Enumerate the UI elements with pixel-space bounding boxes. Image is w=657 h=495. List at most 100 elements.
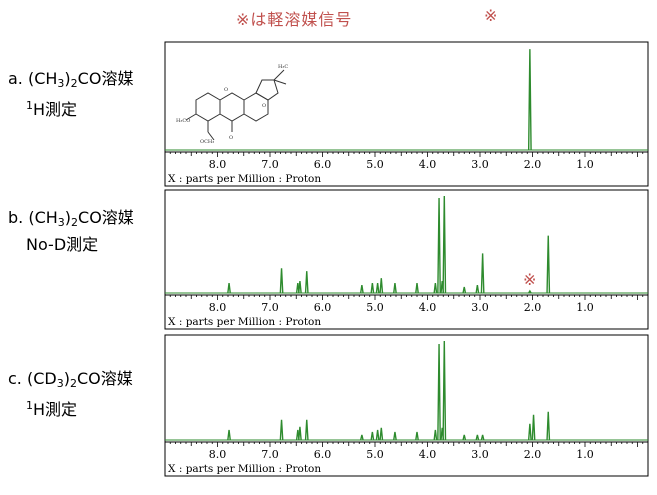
peak-b-18 [528, 289, 532, 294]
tick-label-b-0: 8.0 [209, 301, 227, 314]
label-c-line2: H測定 [33, 400, 78, 419]
solvent-note: ※は軽溶媒信号 [236, 10, 353, 29]
peak-b-16 [475, 284, 480, 294]
label-b-mid: ) [64, 208, 72, 227]
peak-b-7 [375, 283, 380, 294]
tick-label-a-5: 3.0 [471, 158, 489, 171]
spectrum-panel-a: 8.0 7.0 6.0 5.0 4.0 3.0 2.0 1.0 X : parts per Mi… [164, 41, 649, 187]
peak-c-20 [546, 411, 551, 441]
peak-b-8 [379, 278, 384, 294]
label-a-suffix: CO溶媒 [77, 69, 134, 88]
peak-c-14 [442, 341, 447, 441]
molecule-structure-icon [185, 69, 287, 141]
label-b: b. (CH3)2CO溶媒 No-D測定 [8, 207, 134, 256]
label-a-sub: 3 [57, 77, 65, 90]
peak-c-1 [279, 419, 284, 441]
tick-label-a-1: 7.0 [261, 158, 279, 171]
label-b-suffix: CO溶媒 [78, 208, 134, 227]
molecule-atom-labels: H₃CO OCH₃ O O O H₃C [176, 64, 288, 145]
spectrum-panel-b: 8.0 7.0 6.0 5.0 4.0 3.0 2.0 1.0 X : parts per Mi… [164, 189, 649, 330]
peak-b-9 [393, 283, 397, 294]
tick-label-c-0: 8.0 [209, 448, 227, 461]
peak-b-12 [437, 197, 441, 294]
peak-c-16 [475, 434, 480, 441]
solvent-marker-a: ※ [484, 6, 498, 25]
peak-b-17 [480, 253, 485, 294]
tick-label-c-1: 7.0 [261, 448, 279, 461]
label-a-sup: 1 [26, 99, 33, 112]
tick-label-a-4: 4.0 [419, 158, 437, 171]
tick-label-a-6: 2.0 [524, 158, 542, 171]
label-a-prefix: a. (CH [8, 69, 58, 88]
peak-b-5 [359, 284, 364, 294]
tick-label-b-6: 2.0 [524, 301, 542, 314]
spectrum-panel-c: 8.0 7.0 6.0 5.0 4.0 3.0 2.0 1.0 X : parts per Mi… [164, 334, 649, 477]
atom-label-o-1: O [229, 135, 233, 141]
peak-c-19 [531, 414, 536, 441]
peak-b-15 [462, 286, 467, 294]
tick-label-b-3: 5.0 [366, 301, 384, 314]
peak-c-7 [375, 429, 380, 441]
panel-frame-a [164, 41, 649, 187]
tick-label-b-2: 6.0 [314, 301, 332, 314]
tick-label-b-5: 3.0 [471, 301, 489, 314]
peak-b-6 [370, 283, 375, 294]
x-axis-caption-c: X : parts per Million : Proton [168, 463, 321, 475]
peak-c-12 [437, 344, 441, 441]
label-b-line2: No-D測定 [26, 235, 99, 254]
peak-c-4 [304, 419, 309, 441]
peak-b-10 [415, 283, 419, 294]
peak-b-11 [433, 283, 438, 294]
label-c: c. (CD3)2CO溶媒 1H測定 [8, 368, 133, 421]
atom-label-h3co-1: H₃CO [176, 118, 190, 124]
label-c-prefix: c. (CD [8, 369, 57, 388]
peak-c-11 [433, 429, 438, 441]
label-a-mid: ) [64, 69, 71, 88]
atom-label-och3-2: OCH₃ [200, 139, 214, 145]
peak-c-5 [359, 434, 364, 441]
peak-c-18 [527, 423, 532, 441]
peak-c-10 [415, 431, 419, 441]
peak-b-0 [227, 283, 231, 294]
tick-label-b-1: 7.0 [261, 301, 279, 314]
label-c-suffix: CO溶媒 [76, 369, 133, 388]
tick-label-c-5: 3.0 [471, 448, 489, 461]
label-c-sup: 1 [26, 399, 33, 412]
peak-c-15 [462, 434, 467, 441]
tick-label-c-3: 5.0 [366, 448, 384, 461]
label-c-sub: 3 [56, 377, 64, 390]
label-a-sub2: 2 [70, 77, 78, 90]
tick-label-a-3: 5.0 [366, 158, 384, 171]
label-b-sub2: 2 [71, 216, 79, 229]
peak-b-4 [304, 271, 309, 294]
panel-frame-b [164, 189, 649, 330]
tick-label-c-6: 2.0 [524, 448, 542, 461]
tick-label-b-4: 4.0 [419, 301, 437, 314]
peak-c-17 [480, 434, 485, 441]
solvent-marker-b: ※ [523, 270, 537, 289]
x-axis-caption-a: X : parts per Million : Proton [168, 173, 321, 185]
tick-label-a-0: 8.0 [209, 158, 227, 171]
tick-label-c-4: 4.0 [419, 448, 437, 461]
peak-c-0 [227, 429, 231, 441]
label-a: a. (CH3)2CO溶媒 1H測定 [8, 68, 133, 121]
label-b-prefix: b. (CH [8, 208, 58, 227]
x-axis-caption-b: X : parts per Million : Proton [168, 316, 321, 328]
tick-label-a-2: 6.0 [314, 158, 332, 171]
tick-label-c-2: 6.0 [314, 448, 332, 461]
peak-b-19 [546, 235, 551, 294]
tick-label-a-7: 1.0 [576, 158, 594, 171]
label-c-mid: ) [63, 369, 70, 388]
label-b-sub: 3 [57, 216, 65, 229]
tick-label-c-7: 1.0 [576, 448, 594, 461]
label-c-sub2: 2 [69, 377, 77, 390]
peak-c-6 [370, 431, 375, 441]
peak-b-14 [442, 195, 447, 294]
panel-frame-c [164, 334, 649, 477]
tick-label-b-7: 1.0 [576, 301, 594, 314]
label-a-line2: H測定 [33, 100, 78, 119]
atom-label-o-3: O [262, 103, 266, 109]
peak-a-0 [527, 49, 532, 151]
peak-b-3 [298, 281, 302, 294]
